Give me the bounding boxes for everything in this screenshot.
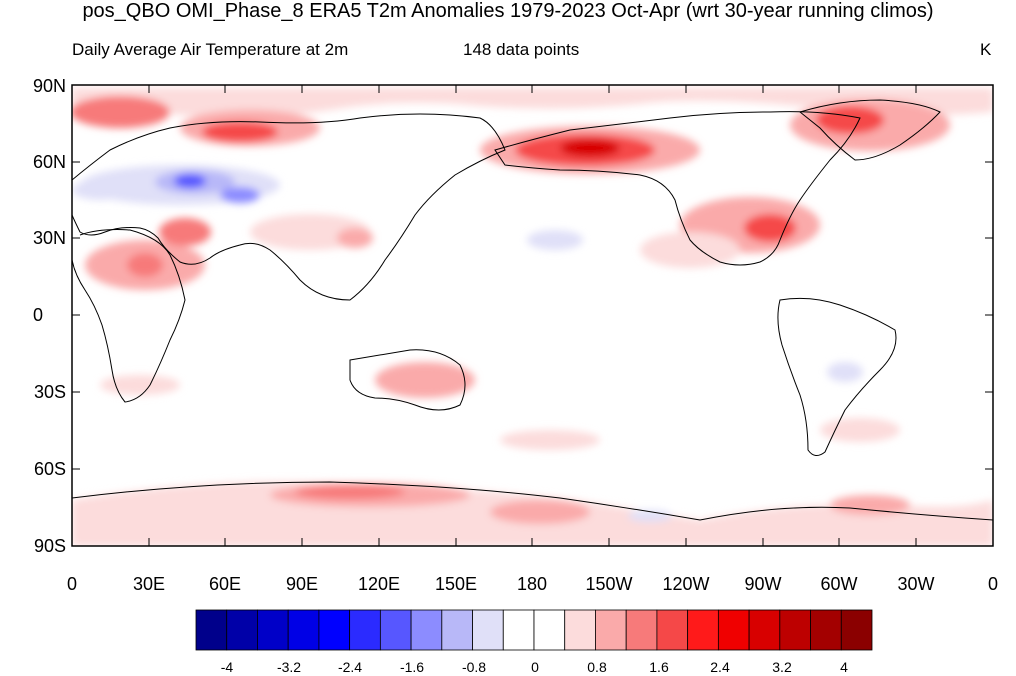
- colorbar-box: [441, 609, 473, 651]
- lon-label-30e: 30E: [132, 574, 166, 594]
- africa-coastline: [72, 229, 186, 403]
- east-pacific-warm-anomaly: [640, 232, 740, 268]
- colorbar-box: [226, 609, 258, 651]
- colorbar-box: [349, 609, 381, 651]
- coastlines: [72, 99, 993, 521]
- south-pacific-warm-anomaly: [500, 430, 600, 450]
- lat-label-30s: 30S: [33, 382, 66, 402]
- data-points-subtitle: 148 data points: [463, 40, 580, 59]
- australia-warm-anomaly: [375, 362, 475, 398]
- central-pacific-cold-anomaly: [527, 230, 583, 250]
- alaska-warm-core: [560, 139, 620, 157]
- greenland-coastline: [798, 99, 941, 161]
- middle-east-warm-anomaly: [159, 218, 211, 246]
- eurasia-cold-core: [174, 174, 206, 188]
- south-atlantic-warm-anomaly: [820, 418, 900, 442]
- east-antarctica-warm-core: [295, 485, 405, 499]
- weddell-warm-anomaly: [830, 495, 910, 515]
- colorbar-label: -4: [220, 659, 234, 675]
- colorbar-box: [410, 609, 443, 651]
- lon-label-30w: 30W: [897, 574, 935, 594]
- siberia-warm-core: [202, 122, 278, 142]
- north-america-coastline: [494, 111, 861, 266]
- colorbar-box: [779, 609, 811, 651]
- colorbar-box: [595, 609, 627, 651]
- colorbar-box: [810, 609, 842, 651]
- colorbar-label: -1.6: [399, 659, 425, 675]
- eurasia-coastline: [72, 113, 506, 301]
- colorbar-label: 3.2: [772, 659, 792, 675]
- south-africa-warm-anomaly: [100, 375, 180, 395]
- colorbar-box: [748, 609, 781, 651]
- colorbar-box: [472, 609, 504, 651]
- lon-label-180: 180: [516, 574, 548, 594]
- lon-label-120e: 120E: [357, 574, 401, 594]
- colorbar-box: [840, 609, 873, 651]
- east-asia-warm-anomaly: [337, 228, 373, 248]
- lon-label-90w: 90W: [744, 574, 782, 594]
- colorbar: [195, 609, 873, 651]
- colorbar-box: [533, 609, 566, 651]
- colorbar-box: [502, 609, 535, 651]
- greenland-warm-core: [816, 106, 884, 134]
- lat-label-90s: 90S: [33, 536, 66, 556]
- lat-label-90n: 90N: [32, 76, 66, 96]
- colorbar-label: -0.8: [461, 659, 487, 675]
- map-title: pos_QBO OMI_Phase_8 ERA5 T2m Anomalies 1…: [82, 0, 934, 22]
- lat-label-eq: 0: [32, 305, 43, 325]
- central-asia-cold-anomaly: [220, 187, 260, 203]
- axis-ticks: [71, 84, 994, 547]
- colorbar-label: 4: [840, 659, 848, 675]
- europe-cold-anomaly: [72, 180, 128, 200]
- colorbar-box: [195, 609, 228, 651]
- colorbar-label: 2.4: [710, 659, 730, 675]
- lon-label-150e: 150E: [434, 574, 478, 594]
- anomaly-field: [72, 88, 993, 546]
- sahara-warm-core: [127, 253, 163, 277]
- colorbar-label: -2.4: [337, 659, 363, 675]
- lat-label-60n: 60N: [32, 152, 66, 172]
- units-label: K: [980, 40, 992, 59]
- colorbar-box: [287, 609, 320, 651]
- colorbar-label: 0.8: [587, 659, 607, 675]
- colorbar-box: [717, 609, 750, 651]
- barents-warm-anomaly: [72, 96, 170, 128]
- colorbar-box: [257, 609, 289, 651]
- lon-label-150w: 150W: [585, 574, 633, 594]
- lon-label-60w: 60W: [820, 574, 858, 594]
- antarctica-coastline: [72, 481, 993, 521]
- lon-label-90e: 90E: [285, 574, 319, 594]
- colorbar-box: [318, 609, 351, 651]
- colorbar-box: [564, 609, 596, 651]
- colorbar-box: [656, 609, 689, 651]
- australia-coastline: [349, 349, 466, 411]
- lon-label-120w: 120W: [662, 574, 710, 594]
- colorbar-label: -3.2: [276, 659, 302, 675]
- colorbar-label: 0: [531, 659, 539, 675]
- lat-label-30n: 30N: [32, 228, 66, 248]
- colorbar-label: 1.6: [649, 659, 669, 675]
- south-america-coastline: [777, 297, 897, 456]
- colorbar-box: [687, 609, 719, 651]
- lon-label-60e: 60E: [208, 574, 242, 594]
- lon-label-0: 0: [66, 574, 77, 594]
- lon-label-0-east: 0: [987, 574, 998, 594]
- ross-sea-warm-anomaly: [490, 500, 590, 524]
- southeast-us-warm-core: [744, 214, 796, 242]
- colorbar-box: [625, 609, 658, 651]
- arctic-warm-band: [72, 88, 993, 118]
- south-america-cold-anomaly: [827, 362, 863, 382]
- colorbar-box: [379, 609, 412, 651]
- variable-subtitle: Daily Average Air Temperature at 2m: [72, 40, 349, 59]
- lat-label-60s: 60S: [33, 459, 66, 479]
